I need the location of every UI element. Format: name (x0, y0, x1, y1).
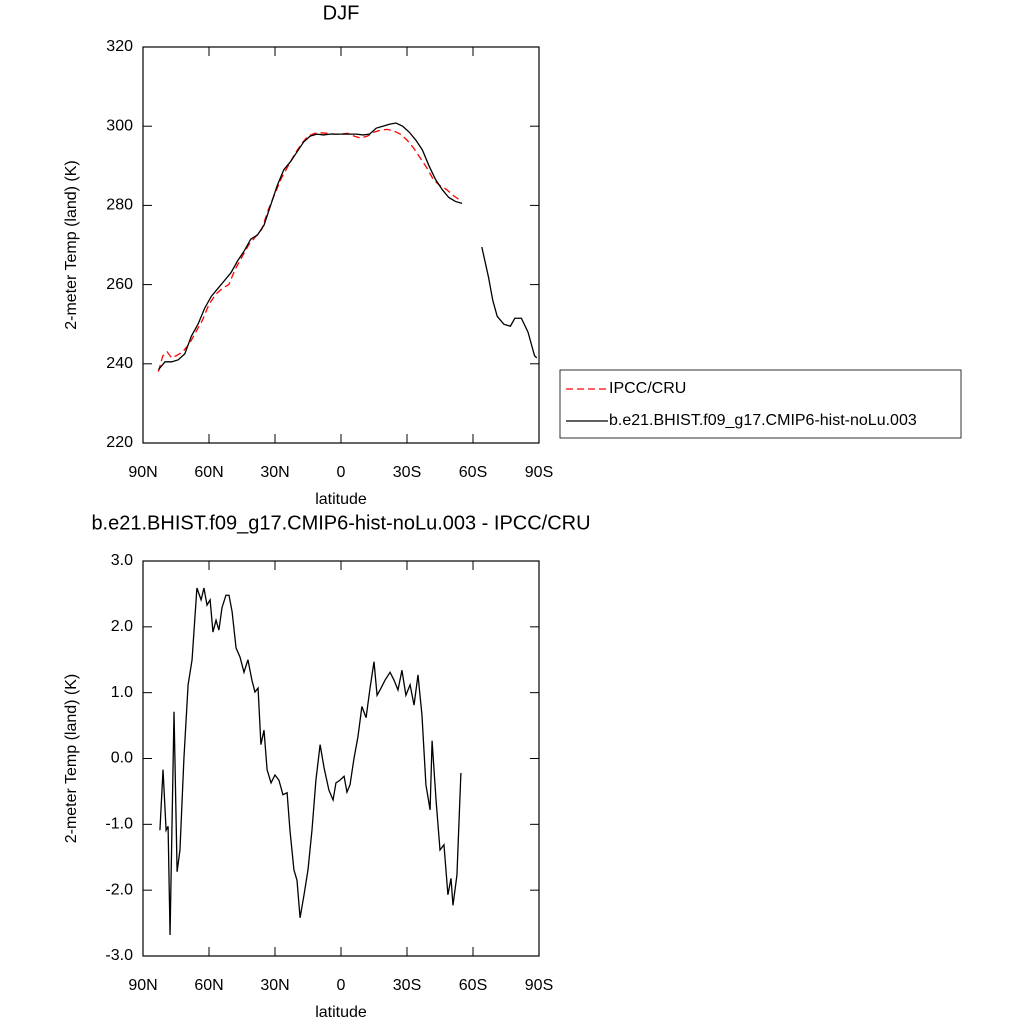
y-tick-label: 220 (106, 434, 133, 451)
x-tick-label: 60N (194, 977, 223, 994)
y-tick-label: 240 (106, 355, 133, 372)
x-tick-label: 0 (337, 464, 346, 481)
chart-title: DJF (323, 2, 360, 24)
y-tick-label: -2.0 (105, 881, 133, 898)
y-tick-label: 2.0 (111, 618, 133, 635)
y-tick-label: 320 (106, 38, 133, 55)
y-tick-label: 300 (106, 117, 133, 134)
chart-title: b.e21.BHIST.f09_g17.CMIP6-hist-noLu.003 … (91, 512, 590, 534)
x-tick-label: 30N (260, 464, 289, 481)
y-tick-label: 1.0 (111, 684, 133, 701)
y-tick-label: 3.0 (111, 552, 133, 569)
x-tick-label: 90N (128, 464, 157, 481)
series-line (157, 128, 463, 372)
legend-label: IPCC/CRU (609, 380, 686, 397)
y-axis-label: 2-meter Temp (land) (K) (63, 160, 80, 330)
y-tick-label: 260 (106, 276, 133, 293)
x-tick-label: 0 (337, 977, 346, 994)
series-line (157, 122, 538, 371)
x-tick-label: 90N (128, 977, 157, 994)
x-tick-label: 60S (459, 464, 487, 481)
plot-frame (142, 46, 540, 444)
y-axis-label: 2-meter Temp (land) (K) (63, 674, 80, 844)
y-tick-label: 280 (106, 197, 133, 214)
x-tick-label: 30S (393, 464, 421, 481)
y-tick-label: -3.0 (105, 947, 133, 964)
legend-label: b.e21.BHIST.f09_g17.CMIP6-hist-noLu.003 (609, 412, 917, 429)
x-tick-label: 90S (525, 977, 553, 994)
series-line (159, 587, 462, 935)
y-tick-label: -1.0 (105, 816, 133, 833)
x-tick-label: 30N (260, 977, 289, 994)
legend-box (559, 369, 962, 439)
x-tick-label: 90S (525, 464, 553, 481)
x-tick-label: 30S (393, 977, 421, 994)
x-axis-label: latitude (315, 491, 367, 508)
plot-frame (142, 560, 540, 957)
y-tick-label: 0.0 (111, 750, 133, 767)
x-axis-label: latitude (315, 1004, 367, 1021)
x-tick-label: 60S (459, 977, 487, 994)
x-tick-label: 60N (194, 464, 223, 481)
